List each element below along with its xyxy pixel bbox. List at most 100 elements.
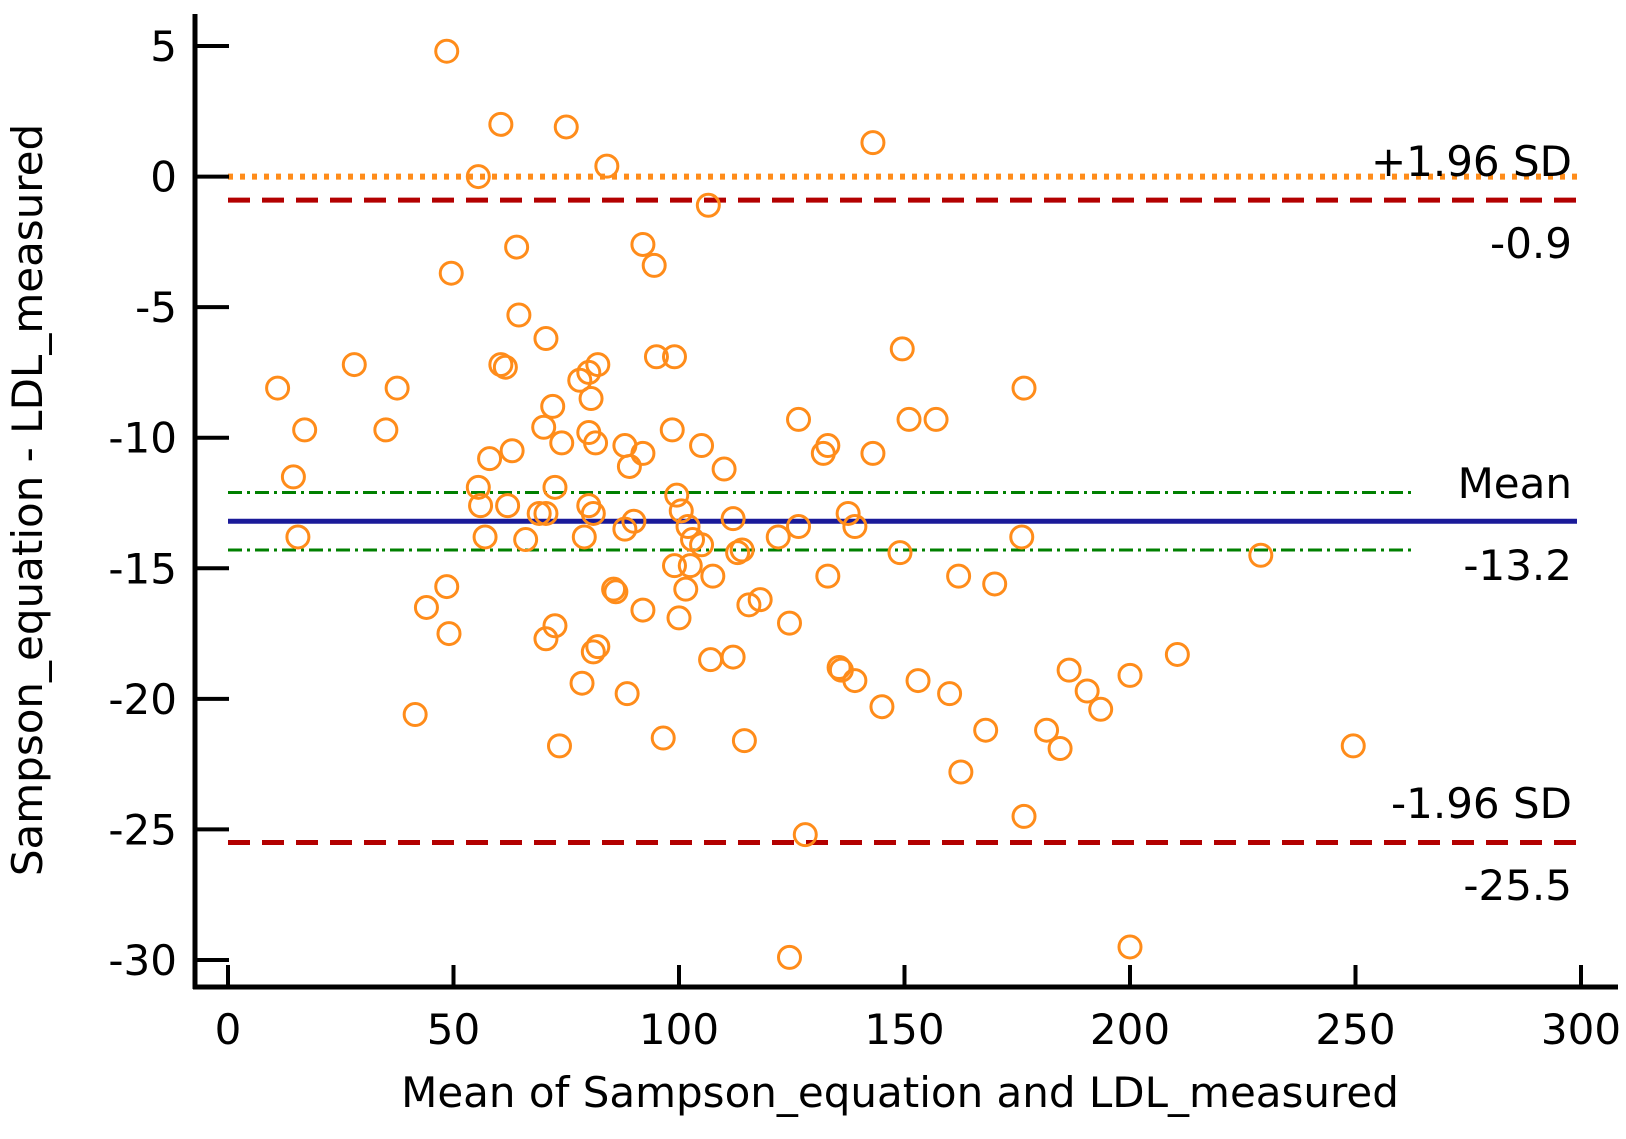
data-point (673, 576, 699, 602)
data-point (661, 344, 687, 370)
data-point (504, 234, 530, 260)
data-point (698, 647, 724, 673)
data-point (786, 514, 812, 540)
data-point (614, 681, 640, 707)
data-point (533, 626, 559, 652)
data-point (546, 733, 572, 759)
data-point (616, 453, 642, 479)
data-point (711, 456, 737, 482)
data-point (1056, 657, 1082, 683)
data-point (937, 681, 963, 707)
data-point (553, 114, 579, 140)
mean-label: Mean (1458, 459, 1572, 508)
data-point (1011, 375, 1037, 401)
data-point (720, 506, 746, 532)
data-point (531, 414, 557, 440)
data-points (265, 38, 1366, 970)
y-axis-ticks: 5 0 -5 -10 -15 -20 -25 -30 (108, 22, 229, 985)
data-point (725, 540, 751, 566)
data-point (731, 728, 757, 754)
data-point (465, 474, 491, 500)
data-point (477, 446, 503, 472)
data-point (549, 430, 575, 456)
data-point (889, 336, 915, 362)
data-point (776, 610, 802, 636)
data-point (659, 417, 685, 443)
data-point (540, 393, 566, 419)
data-point (982, 571, 1008, 597)
data-point (664, 482, 690, 508)
data-point (1047, 735, 1073, 761)
y-tick-label: -20 (108, 675, 177, 724)
data-point (905, 668, 931, 694)
data-point (700, 563, 726, 589)
x-tick-label: 200 (1090, 1005, 1170, 1054)
x-tick-label: 0 (215, 1005, 242, 1054)
lower-limit-value: -25.5 (1463, 861, 1572, 910)
data-point (948, 759, 974, 785)
x-axis-ticks: 0 50 100 150 200 250 300 (215, 965, 1621, 1054)
data-point (1034, 717, 1060, 743)
upper-limit-label: +1.96 SD (1371, 137, 1572, 186)
data-point (842, 668, 868, 694)
mean-value: -13.2 (1463, 541, 1572, 590)
data-point (612, 516, 638, 542)
data-point (747, 587, 773, 613)
data-point (495, 493, 521, 519)
data-point (720, 644, 746, 670)
data-point (1011, 803, 1037, 829)
data-point (492, 354, 518, 380)
y-tick-label: -30 (108, 936, 177, 985)
data-point (661, 553, 687, 579)
data-point (641, 252, 667, 278)
x-tick-label: 250 (1315, 1005, 1395, 1054)
x-tick-label: 150 (864, 1005, 944, 1054)
data-point (513, 527, 539, 553)
data-point (533, 500, 559, 526)
data-point (650, 725, 676, 751)
data-point (438, 260, 464, 286)
data-point (488, 352, 514, 378)
y-axis-title: Sampson_equation - LDL_measured (3, 124, 52, 876)
data-point (695, 192, 721, 218)
data-point (630, 440, 656, 466)
data-point (413, 594, 439, 620)
data-point (887, 540, 913, 566)
data-point (542, 613, 568, 639)
data-point (499, 438, 525, 464)
data-point (1164, 641, 1190, 667)
y-tick-label: -25 (108, 805, 177, 854)
data-point (571, 524, 597, 550)
data-point (786, 406, 812, 432)
data-point (923, 406, 949, 432)
data-point (292, 417, 318, 443)
data-point (526, 500, 552, 526)
data-point (1009, 524, 1035, 550)
y-tick-label: -15 (108, 544, 177, 593)
x-tick-label: 100 (639, 1005, 719, 1054)
data-point (488, 111, 514, 137)
data-point (436, 621, 462, 647)
data-point (815, 563, 841, 589)
data-point (434, 574, 460, 600)
data-point (576, 359, 602, 385)
data-point (860, 130, 886, 156)
data-point (402, 702, 428, 728)
data-point (585, 634, 611, 660)
data-point (792, 822, 818, 848)
data-point (729, 537, 755, 563)
data-point (860, 440, 886, 466)
data-point (675, 514, 701, 540)
data-point (341, 352, 367, 378)
data-point (384, 375, 410, 401)
data-point (736, 592, 762, 618)
data-point (580, 500, 606, 526)
data-point (776, 944, 802, 970)
data-point (506, 302, 532, 328)
upper-limit-value: -0.9 (1490, 219, 1572, 268)
data-point (472, 524, 498, 550)
data-point (603, 579, 629, 605)
data-point (666, 605, 692, 631)
data-point (1117, 934, 1143, 960)
